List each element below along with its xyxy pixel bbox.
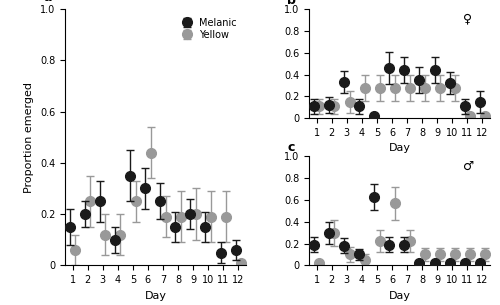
Legend: Melanic, Yellow: Melanic, Yellow <box>173 14 241 44</box>
X-axis label: Day: Day <box>388 291 410 301</box>
Y-axis label: Proportion emerged: Proportion emerged <box>24 82 34 193</box>
Text: ♀: ♀ <box>463 13 472 25</box>
X-axis label: Day: Day <box>388 143 410 153</box>
Text: c: c <box>288 141 295 154</box>
Text: b: b <box>288 0 296 7</box>
Text: a: a <box>44 0 52 4</box>
Text: ♂: ♂ <box>463 160 474 173</box>
X-axis label: Day: Day <box>144 291 167 301</box>
